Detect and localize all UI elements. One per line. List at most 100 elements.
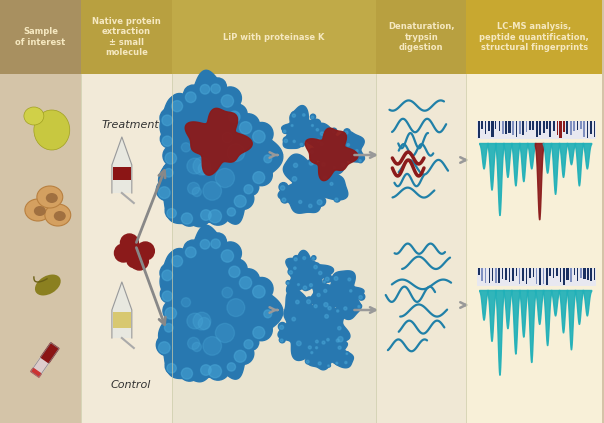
Ellipse shape <box>24 107 44 125</box>
Bar <box>594 268 595 280</box>
Circle shape <box>286 280 291 285</box>
Ellipse shape <box>35 275 61 296</box>
Circle shape <box>350 290 352 292</box>
Circle shape <box>359 160 361 162</box>
Bar <box>567 268 568 280</box>
Text: LC-MS analysis,
peptide quantification,
structural fingerprints: LC-MS analysis, peptide quantification, … <box>479 22 589 52</box>
Circle shape <box>208 210 222 223</box>
Bar <box>509 268 510 282</box>
Circle shape <box>346 142 352 147</box>
Polygon shape <box>40 343 59 363</box>
Circle shape <box>200 85 210 94</box>
Polygon shape <box>310 271 364 319</box>
Bar <box>113 312 131 329</box>
Bar <box>522 268 524 281</box>
Text: Sample
of interest: Sample of interest <box>16 27 66 47</box>
Circle shape <box>344 307 347 310</box>
Circle shape <box>163 318 179 334</box>
Circle shape <box>344 129 350 135</box>
Bar <box>495 121 496 129</box>
Circle shape <box>187 158 202 174</box>
Bar <box>495 268 497 283</box>
Bar <box>113 167 131 181</box>
Bar <box>539 121 541 135</box>
Circle shape <box>313 302 320 309</box>
Circle shape <box>163 145 184 166</box>
Circle shape <box>120 234 138 252</box>
Circle shape <box>357 304 362 308</box>
Circle shape <box>316 129 318 131</box>
Circle shape <box>348 278 351 281</box>
Circle shape <box>323 280 327 283</box>
Circle shape <box>193 157 211 175</box>
Circle shape <box>280 339 283 342</box>
Bar <box>546 121 548 129</box>
Circle shape <box>297 341 301 346</box>
Circle shape <box>252 286 265 298</box>
Bar <box>516 121 517 137</box>
Bar <box>0 0 82 74</box>
Circle shape <box>358 158 363 163</box>
Circle shape <box>302 255 307 261</box>
Ellipse shape <box>54 211 66 221</box>
Polygon shape <box>305 128 358 181</box>
Circle shape <box>335 198 338 201</box>
Ellipse shape <box>37 186 63 208</box>
Circle shape <box>115 244 132 262</box>
Circle shape <box>312 257 315 259</box>
Circle shape <box>331 128 337 134</box>
Circle shape <box>344 360 349 364</box>
Circle shape <box>336 324 343 331</box>
Circle shape <box>315 347 318 349</box>
Circle shape <box>338 337 343 342</box>
Circle shape <box>227 144 245 162</box>
Bar <box>560 268 561 282</box>
Circle shape <box>294 267 296 269</box>
Bar <box>492 268 493 281</box>
Circle shape <box>343 305 349 311</box>
Circle shape <box>307 344 313 350</box>
Circle shape <box>318 271 322 275</box>
Circle shape <box>320 129 326 137</box>
Text: Treatment: Treatment <box>102 120 160 130</box>
Circle shape <box>221 95 234 107</box>
Circle shape <box>315 127 320 132</box>
Circle shape <box>309 162 313 165</box>
Circle shape <box>314 305 317 308</box>
Circle shape <box>208 365 222 378</box>
Circle shape <box>311 159 316 165</box>
Circle shape <box>334 277 338 280</box>
Circle shape <box>156 334 178 356</box>
Circle shape <box>170 93 190 114</box>
Circle shape <box>181 143 190 152</box>
Circle shape <box>181 298 190 307</box>
Circle shape <box>346 353 348 354</box>
Bar <box>112 165 132 193</box>
Circle shape <box>216 168 234 187</box>
Circle shape <box>329 180 335 186</box>
Circle shape <box>284 139 288 143</box>
Polygon shape <box>278 154 348 213</box>
Circle shape <box>317 200 322 205</box>
Bar <box>550 121 551 137</box>
Circle shape <box>184 85 203 104</box>
Circle shape <box>327 304 333 311</box>
Bar <box>580 268 582 278</box>
Circle shape <box>216 323 234 343</box>
Circle shape <box>306 358 311 364</box>
Text: Denaturation,
trypsin
digestion: Denaturation, trypsin digestion <box>388 22 454 52</box>
Circle shape <box>330 182 333 185</box>
Circle shape <box>162 270 173 281</box>
Circle shape <box>163 300 184 321</box>
Circle shape <box>292 177 297 181</box>
Bar <box>501 121 504 134</box>
Polygon shape <box>159 70 283 227</box>
Circle shape <box>163 163 179 179</box>
Circle shape <box>313 263 320 270</box>
Circle shape <box>170 248 190 269</box>
Circle shape <box>293 140 295 143</box>
Circle shape <box>309 204 312 208</box>
Circle shape <box>321 339 327 345</box>
Bar <box>583 268 586 279</box>
Circle shape <box>317 294 320 297</box>
